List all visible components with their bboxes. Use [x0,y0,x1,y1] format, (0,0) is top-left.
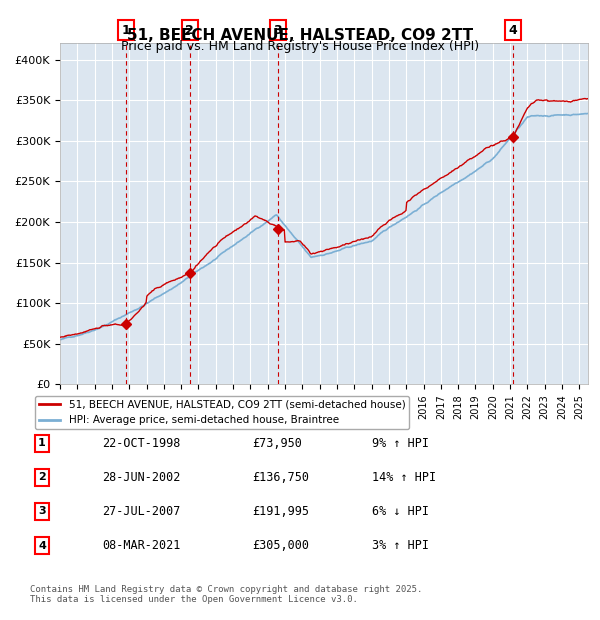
Text: 1: 1 [38,438,46,448]
Text: 9% ↑ HPI: 9% ↑ HPI [372,437,429,450]
Text: 3: 3 [273,24,282,37]
Text: 1: 1 [122,24,130,37]
Text: 51, BEECH AVENUE, HALSTEAD, CO9 2TT: 51, BEECH AVENUE, HALSTEAD, CO9 2TT [127,28,473,43]
Text: 28-JUN-2002: 28-JUN-2002 [102,471,181,484]
Text: 22-OCT-1998: 22-OCT-1998 [102,437,181,450]
Text: 08-MAR-2021: 08-MAR-2021 [102,539,181,552]
Text: 2: 2 [38,472,46,482]
Text: £191,995: £191,995 [252,505,309,518]
Text: 3% ↑ HPI: 3% ↑ HPI [372,539,429,552]
Text: 14% ↑ HPI: 14% ↑ HPI [372,471,436,484]
Text: £305,000: £305,000 [252,539,309,552]
Text: 4: 4 [509,24,518,37]
Text: 3: 3 [38,507,46,516]
Text: Contains HM Land Registry data © Crown copyright and database right 2025.
This d: Contains HM Land Registry data © Crown c… [30,585,422,604]
Legend: 51, BEECH AVENUE, HALSTEAD, CO9 2TT (semi-detached house), HPI: Average price, s: 51, BEECH AVENUE, HALSTEAD, CO9 2TT (sem… [35,396,409,429]
Text: £136,750: £136,750 [252,471,309,484]
Text: 4: 4 [38,541,46,551]
Text: Price paid vs. HM Land Registry's House Price Index (HPI): Price paid vs. HM Land Registry's House … [121,40,479,53]
Text: £73,950: £73,950 [252,437,302,450]
Text: 2: 2 [185,24,194,37]
Text: 6% ↓ HPI: 6% ↓ HPI [372,505,429,518]
Text: 27-JUL-2007: 27-JUL-2007 [102,505,181,518]
